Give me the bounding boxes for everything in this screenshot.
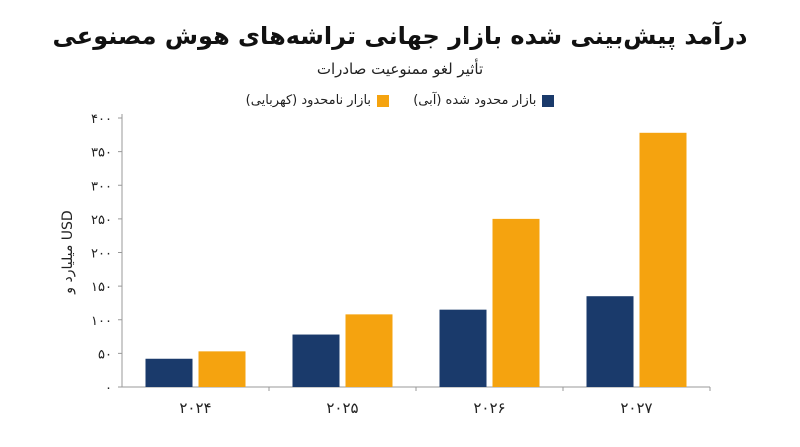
bar-restricted: [292, 334, 340, 387]
x-tick-label: ۲۰۲۴: [179, 399, 211, 417]
y-tick-label: ۲۵۰: [91, 213, 112, 228]
legend-swatch-restricted: [542, 94, 555, 107]
legend-swatch-unrestricted: [377, 94, 390, 107]
bar-unrestricted: [639, 132, 687, 387]
legend-item-unrestricted: بازار نامحدود (کهربایی): [245, 93, 390, 108]
x-tick-label: ۲۰۲۵: [326, 399, 358, 417]
legend-label-restricted: بازار محدود شده (آبی): [413, 93, 537, 108]
bar-unrestricted: [345, 314, 393, 387]
bar-restricted: [586, 296, 634, 387]
legend-label-unrestricted: بازار نامحدود (کهربایی): [245, 93, 372, 108]
bar-unrestricted: [198, 351, 246, 387]
y-tick-label: ۳۰۰: [91, 179, 112, 194]
x-tick-label: ۲۰۲۶: [473, 399, 505, 417]
legend-item-restricted: بازار محدود شده (آبی): [413, 93, 555, 108]
y-tick-label: ۱۵۰: [91, 280, 112, 295]
y-tick-label: ۱۰۰: [91, 314, 112, 329]
x-tick-label: ۲۰۲۷: [620, 399, 652, 417]
chart-title: درآمد پیش‌بینی شده بازار جهانی تراشه‌های…: [52, 22, 748, 50]
y-tick-label: ۳۵۰: [91, 146, 112, 161]
bar-restricted: [439, 309, 487, 387]
chart-bars: [145, 132, 687, 387]
y-tick-label: ۴۰۰: [91, 112, 112, 127]
bar-unrestricted: [492, 218, 540, 387]
y-tick-label: ۵۰: [98, 347, 112, 362]
y-tick-label: ۰: [105, 381, 112, 396]
y-axis-label: میلیارد و USD: [60, 210, 76, 294]
bar-restricted: [145, 358, 193, 387]
y-tick-label: ۲۰۰: [91, 247, 112, 262]
chart-legend: بازار محدود شده (آبی) بازار نامحدود (کهر…: [0, 93, 800, 111]
chart-subtitle: تأثیر لغو ممنوعیت صادرات: [316, 60, 484, 78]
